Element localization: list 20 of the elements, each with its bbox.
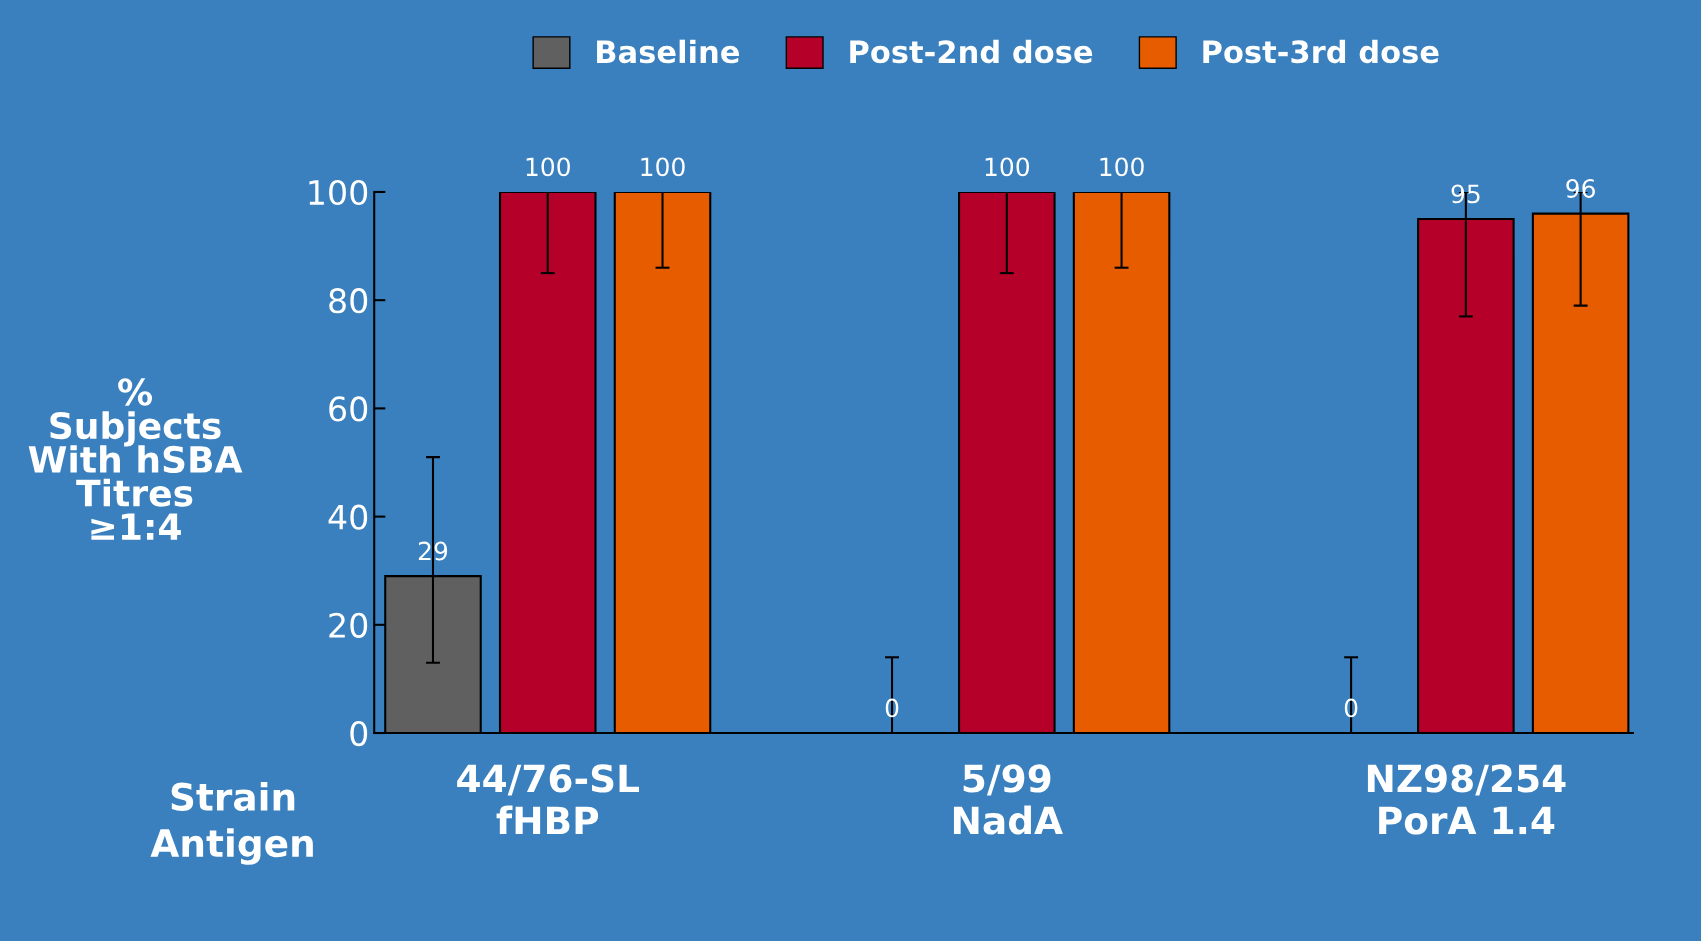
- legend-label: Post-2nd dose: [850, 39, 1093, 64]
- x-tick-label: 44/76-SL fHBP: [457, 764, 639, 835]
- data-label: 96: [1566, 179, 1595, 198]
- data-label: 100: [641, 157, 685, 177]
- data-label: 95: [1451, 184, 1480, 204]
- x-tick-label: NZ98/254 PorA 1.4: [1367, 764, 1566, 835]
- data-label: 100: [526, 157, 570, 177]
- data-label: 100: [985, 157, 1029, 177]
- y-tick-label: 40: [328, 504, 368, 530]
- y-tick-label: 60: [329, 396, 368, 422]
- data-label: 100: [1100, 157, 1144, 177]
- x-tick-label: 5/99 NadA: [953, 764, 1063, 835]
- legend-label: Post-3rd dose: [1203, 39, 1439, 64]
- y-tick-label: 80: [329, 288, 368, 314]
- y-axis-title: % Subjects With hSBA Titres ≥1:4: [28, 378, 243, 540]
- y-tick-label: 0: [350, 720, 368, 747]
- y-tick-label: 100: [309, 179, 368, 206]
- legend-label: Baseline: [597, 39, 740, 64]
- text: Strain Antigen: [150, 781, 313, 865]
- y-tick-label: 20: [329, 612, 368, 638]
